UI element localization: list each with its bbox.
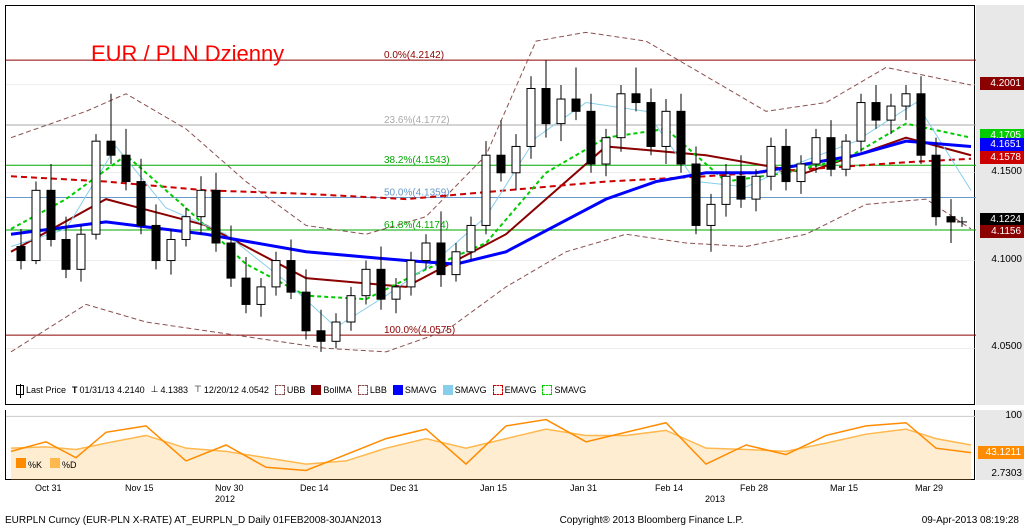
x-tick: Feb 14: [655, 483, 683, 493]
x-tick: Nov 30: [215, 483, 244, 493]
time-x-axis: Oct 31 Nov 15 Nov 30 Dec 14 Dec 31 Jan 15 Jan …: [5, 483, 975, 508]
x-tick: Mar 15: [830, 483, 858, 493]
svg-text:50.0%(4.1359): 50.0%(4.1359): [384, 188, 450, 199]
footer-left: EURPLN Curncy (EUR-PLN X-RATE) AT_EURPLN…: [5, 515, 381, 526]
svg-text:23.6%(4.1772): 23.6%(4.1772): [384, 115, 450, 126]
legend-item: SMAVG: [393, 385, 437, 395]
footer-timestamp: 09-Apr-2013 08:19:28: [922, 515, 1019, 526]
legend-item: T01/31/13 4.2140: [72, 385, 145, 395]
price-badge: 4.1651: [980, 138, 1024, 151]
main-price-chart[interactable]: 0.0%(4.2142) 23.6%(4.1772) 38.2%(4.1543) 50…: [5, 5, 975, 405]
legend-item: LBB: [358, 385, 387, 395]
price-badge: 4.2001: [980, 77, 1024, 90]
legend-item: ⊥4.1383: [151, 384, 188, 395]
oscillator-badge: 43.1211: [978, 446, 1024, 459]
x-tick: Jan 15: [480, 483, 507, 493]
chart-footer: EURPLN Curncy (EUR-PLN X-RATE) AT_EURPLN…: [5, 515, 1019, 526]
x-tick: Nov 15: [125, 483, 154, 493]
legend-item: EMAVG: [493, 385, 537, 395]
legend-item: UBB: [275, 385, 306, 395]
legend-item: SMAVG: [542, 385, 586, 395]
oscillator-panel[interactable]: %K%D: [5, 410, 975, 480]
x-tick: Dec 14: [300, 483, 329, 493]
svg-text:61.8%(4.1174): 61.8%(4.1174): [384, 220, 449, 231]
legend-item: SMAVG: [443, 385, 487, 395]
legend-item: Last Price: [16, 385, 66, 395]
x-tick: Oct 31: [35, 483, 62, 493]
oscillator-legend: %K%D: [16, 458, 77, 470]
svg-text:100.0%(4.0575): 100.0%(4.0575): [384, 325, 455, 336]
x-tick: Feb 28: [740, 483, 768, 493]
price-y-axis: 4.05004.10004.15004.20014.20014.17054.16…: [976, 5, 1024, 405]
legend-item: BollMA: [311, 385, 352, 395]
price-badge: 4.1578: [980, 151, 1024, 164]
oscillator-y-axis: 10043.12112.7303: [976, 410, 1024, 480]
footer-copyright: Copyright® 2013 Bloomberg Finance L.P.: [560, 515, 744, 526]
legend-item: ⊤12/20/12 4.0542: [194, 384, 269, 395]
x-tick: Dec 31: [390, 483, 419, 493]
price-badge: 4.1156: [980, 225, 1024, 238]
chart-legend: Last Price T01/31/13 4.2140 ⊥4.1383 ⊤12/20/…: [16, 384, 586, 395]
x-tick: Jan 31: [570, 483, 597, 493]
svg-text:0.0%(4.2142): 0.0%(4.2142): [384, 50, 444, 61]
chart-title: EUR / PLN Dzienny: [91, 41, 284, 67]
svg-text:38.2%(4.1543): 38.2%(4.1543): [384, 155, 450, 166]
x-tick: Mar 29: [915, 483, 943, 493]
